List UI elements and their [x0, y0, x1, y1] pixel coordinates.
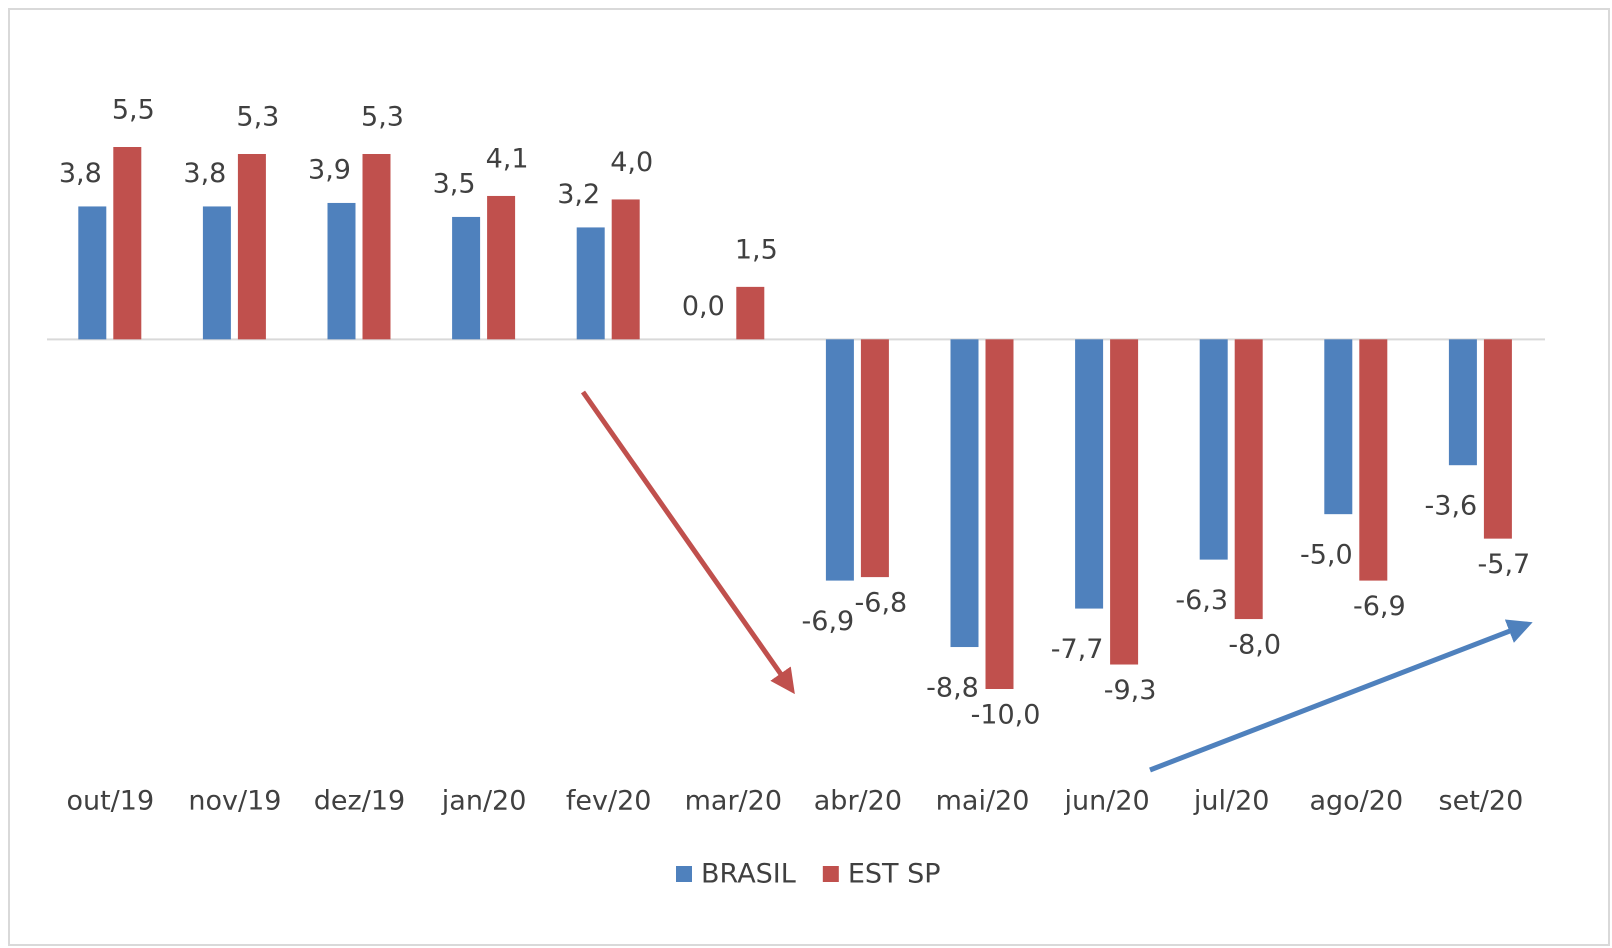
x-tick-label: out/19 — [66, 786, 154, 817]
x-tick-label: jun/20 — [1064, 786, 1150, 817]
legend-label: EST SP — [848, 859, 941, 890]
data-label: 1,5 — [735, 234, 778, 265]
data-label: 3,8 — [183, 158, 226, 189]
bar — [1448, 339, 1477, 466]
bar — [611, 199, 640, 340]
bar — [202, 206, 231, 340]
legend-swatch — [822, 866, 839, 882]
bar — [825, 339, 854, 581]
data-label: 5,3 — [361, 101, 404, 132]
bar — [576, 227, 605, 340]
trend-arrow-down — [580, 390, 795, 695]
data-label: -9,3 — [1104, 675, 1157, 706]
bar — [362, 153, 391, 340]
x-tick-label: mai/20 — [936, 786, 1030, 817]
data-label: -6,3 — [1175, 585, 1228, 616]
data-label: -3,6 — [1425, 491, 1478, 522]
bar — [860, 339, 889, 578]
bar — [950, 339, 979, 648]
x-tick-label: ago/20 — [1309, 786, 1403, 817]
bar — [78, 206, 107, 340]
data-label: -8,8 — [926, 673, 979, 704]
x-tick-label: set/20 — [1439, 786, 1524, 817]
bar — [1234, 339, 1263, 620]
legend-swatch — [676, 866, 692, 882]
data-label: 3,8 — [59, 158, 102, 189]
data-label: 3,5 — [433, 168, 476, 199]
x-tick-label: jul/20 — [1193, 786, 1270, 817]
x-tick-label: fev/20 — [566, 786, 652, 817]
bar — [1324, 339, 1353, 515]
bar — [1075, 339, 1104, 609]
bar — [327, 202, 356, 340]
bar — [1359, 339, 1388, 581]
bar — [1199, 339, 1228, 560]
data-label: -6,8 — [855, 588, 908, 619]
x-tick-label: mar/20 — [685, 786, 782, 817]
data-label: -10,0 — [971, 700, 1041, 731]
bar — [113, 147, 142, 340]
data-label: 4,0 — [610, 147, 653, 178]
data-label: -8,0 — [1228, 630, 1281, 661]
bar — [487, 195, 516, 340]
bar — [736, 286, 765, 340]
bar — [452, 216, 481, 340]
bar — [1483, 339, 1512, 539]
data-label: -7,7 — [1051, 634, 1104, 665]
chart-frame — [8, 8, 1610, 946]
x-tick-label: jan/20 — [441, 786, 527, 817]
data-label: -5,7 — [1478, 549, 1531, 580]
data-label: -6,9 — [802, 606, 855, 637]
data-label: 3,9 — [308, 154, 351, 185]
data-label: 5,5 — [112, 95, 155, 126]
legend-label: BRASIL — [701, 859, 796, 890]
data-label: -6,9 — [1353, 591, 1406, 622]
trend-arrow-up — [1149, 619, 1533, 773]
x-tick-label: abr/20 — [814, 786, 902, 817]
data-label: 4,1 — [486, 143, 529, 174]
x-tick-label: nov/19 — [188, 786, 281, 817]
bar — [1110, 339, 1139, 665]
data-label: -5,0 — [1300, 540, 1353, 571]
data-label: 3,2 — [557, 179, 600, 210]
x-tick-label: dez/19 — [314, 786, 405, 817]
data-label: 5,3 — [236, 101, 279, 132]
data-label: 0,0 — [682, 291, 725, 322]
bar — [237, 153, 266, 340]
bar — [985, 339, 1014, 689]
